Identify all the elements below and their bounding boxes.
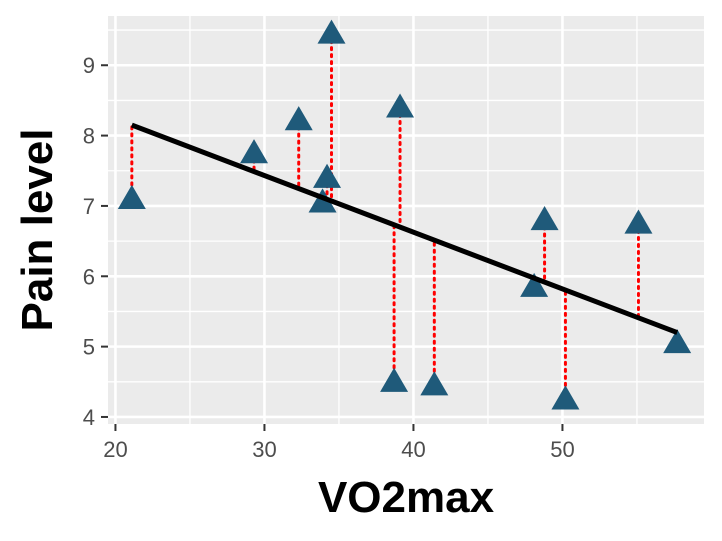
data-point bbox=[308, 188, 337, 213]
data-point bbox=[663, 329, 692, 354]
x-axis-title: VO2max bbox=[318, 473, 495, 522]
plot-panel bbox=[108, 16, 704, 424]
data-point bbox=[313, 163, 342, 188]
y-tick-label: 7 bbox=[83, 194, 95, 219]
data-point bbox=[520, 272, 549, 297]
data-point bbox=[117, 184, 146, 209]
data-point bbox=[284, 106, 313, 131]
x-tick-label: 50 bbox=[550, 437, 574, 462]
data-point bbox=[420, 371, 449, 396]
data-point bbox=[530, 206, 559, 231]
y-axis: 4 5 6 7 8 9 bbox=[83, 53, 108, 430]
y-tick-label: 9 bbox=[83, 53, 95, 78]
major-grid bbox=[108, 16, 704, 424]
x-tick-label: 20 bbox=[103, 437, 127, 462]
data-point bbox=[240, 139, 269, 164]
regression-line bbox=[130, 122, 679, 335]
data-point bbox=[624, 209, 653, 234]
data-points bbox=[117, 19, 692, 410]
data-point bbox=[380, 367, 409, 392]
y-tick-label: 6 bbox=[83, 264, 95, 289]
x-tick-label: 30 bbox=[252, 437, 276, 462]
x-tick-label: 40 bbox=[401, 437, 425, 462]
y-axis-title: Pain level bbox=[13, 128, 62, 331]
y-tick-label: 8 bbox=[83, 124, 95, 149]
minor-grid bbox=[108, 16, 704, 424]
data-point bbox=[317, 19, 346, 44]
data-point bbox=[551, 385, 580, 410]
y-tick-label: 4 bbox=[83, 405, 95, 430]
data-point bbox=[386, 93, 415, 118]
y-tick-label: 5 bbox=[83, 335, 95, 360]
x-axis: 20 30 40 50 bbox=[103, 424, 575, 462]
